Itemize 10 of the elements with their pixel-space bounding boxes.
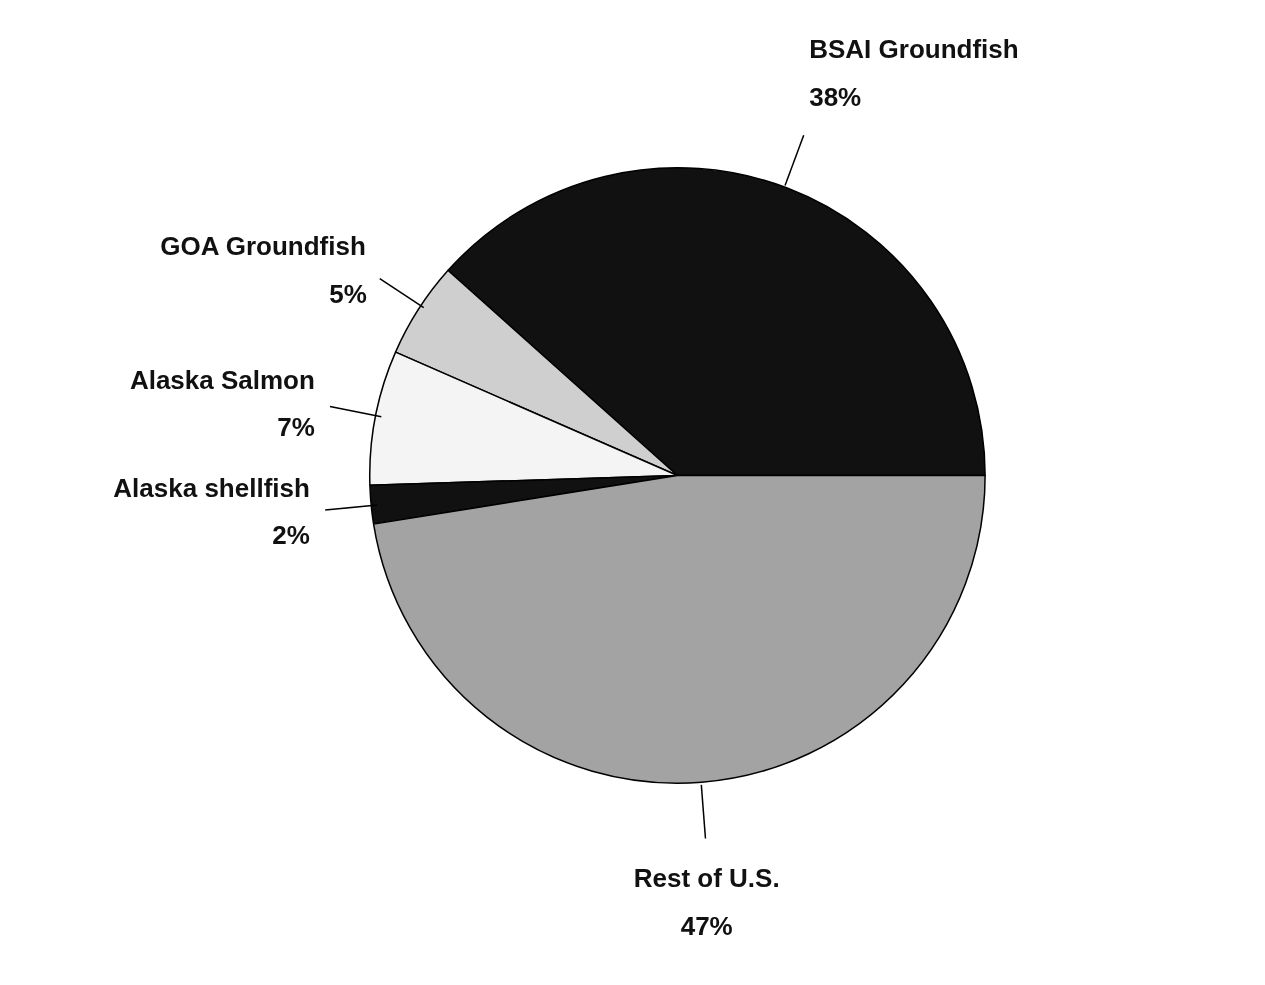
slice-label: Alaska Salmon <box>129 364 315 395</box>
slice-label: GOA Groundfish <box>160 231 366 262</box>
slice-label: BSAI Groundfish <box>809 34 1019 65</box>
data-label: 5% <box>329 278 367 309</box>
data-label: 7% <box>277 412 315 443</box>
slice-label: Alaska shellfish <box>113 472 310 503</box>
data-label: 38% <box>809 81 862 112</box>
data-label: 47% <box>680 910 733 941</box>
data-label: 2% <box>272 520 310 551</box>
slice-label: Rest of U.S. <box>633 863 780 894</box>
